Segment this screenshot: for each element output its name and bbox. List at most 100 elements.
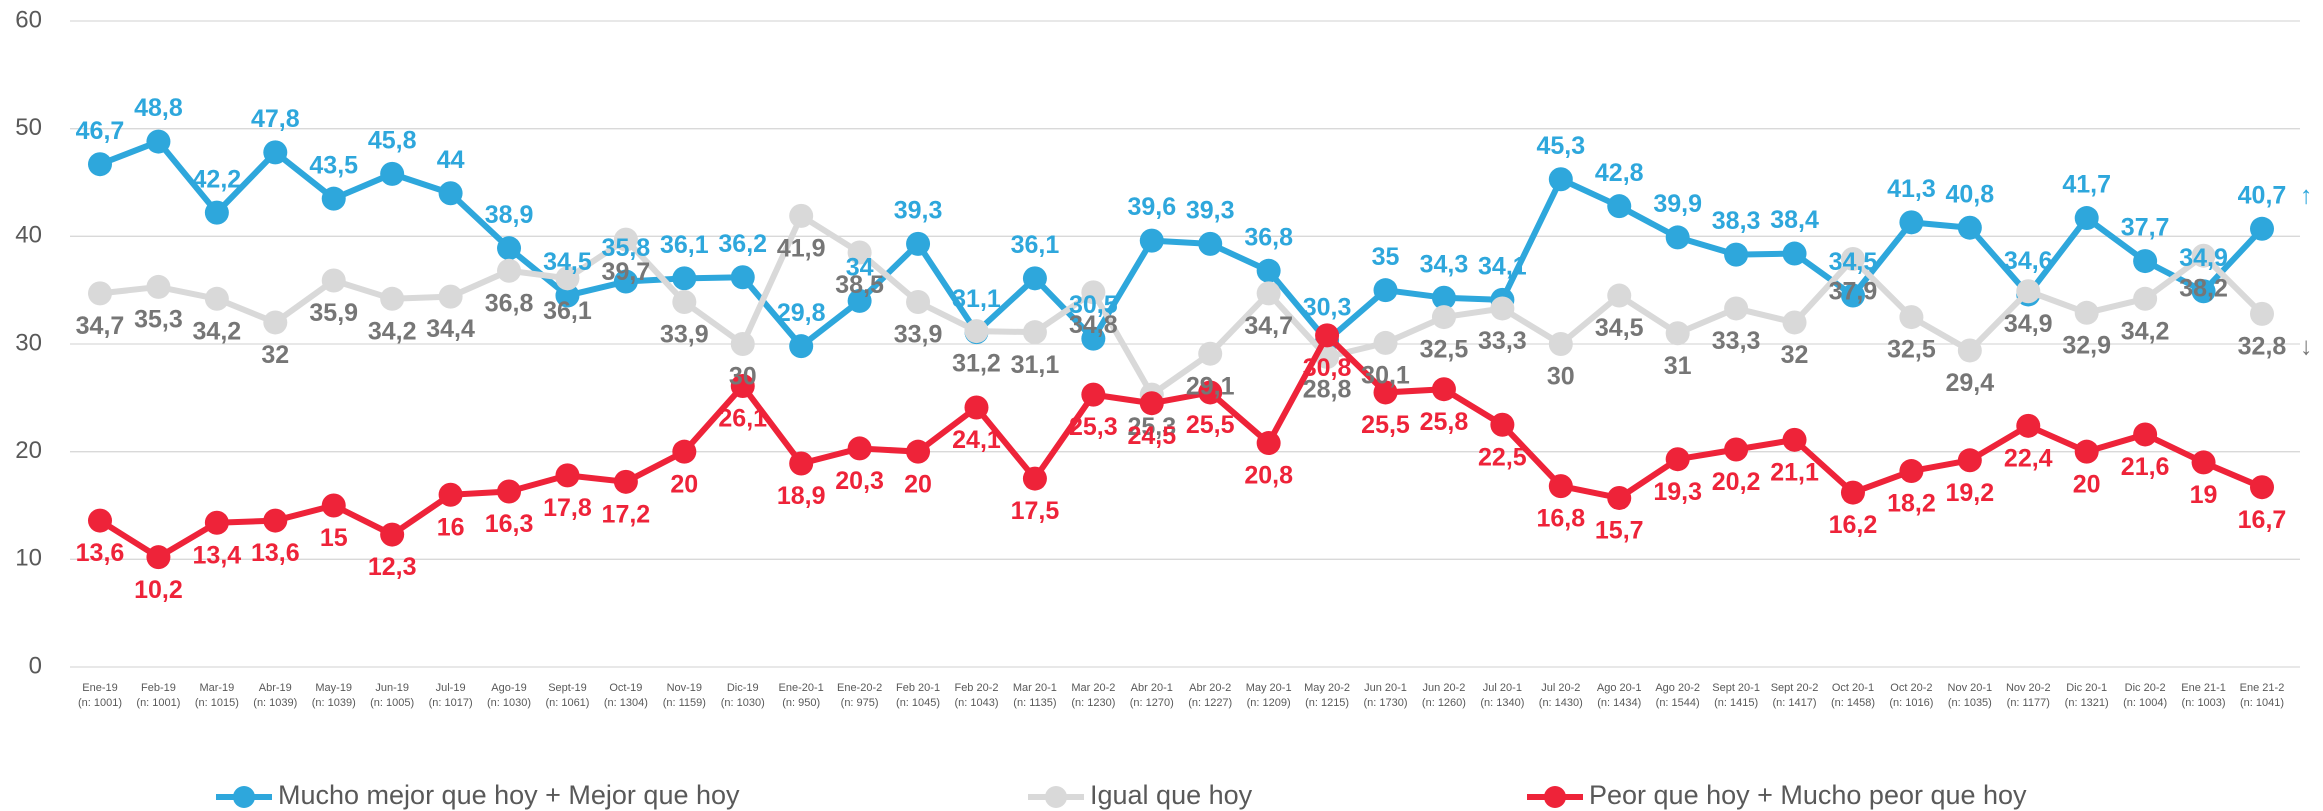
data-label: 17,2 <box>602 500 651 528</box>
x-tick-label: Ago-19 <box>491 682 526 694</box>
data-label: 47,8 <box>251 105 300 133</box>
x-tick-sublabel: (n: 1061) <box>545 697 589 709</box>
data-label: 44 <box>437 146 465 174</box>
data-point <box>2250 475 2274 500</box>
data-label: 34,7 <box>76 312 125 340</box>
data-label: 34,4 <box>426 315 475 343</box>
data-label: 34,3 <box>1420 250 1469 278</box>
data-point <box>438 181 463 206</box>
x-tick-sublabel: (n: 1177) <box>2007 697 2050 709</box>
data-label: 24,1 <box>952 426 1001 454</box>
data-point <box>1665 225 1690 250</box>
x-tick-sublabel: (n: 1005) <box>370 697 414 709</box>
data-point <box>2191 450 2216 475</box>
x-tick-sublabel: (n: 1045) <box>896 697 940 709</box>
x-tick-sublabel: (n: 1159) <box>663 697 706 709</box>
data-point <box>263 140 288 165</box>
data-point <box>1490 412 1515 437</box>
x-tick-sublabel: (n: 1015) <box>195 697 239 709</box>
x-tick-sublabel: (n: 1434) <box>1597 697 1641 709</box>
data-label: 24,5 <box>1127 422 1176 450</box>
x-tick-sublabel: (n: 1340) <box>1480 697 1524 709</box>
x-tick-sublabel: (n: 1230) <box>1071 697 1115 709</box>
data-point <box>730 373 755 398</box>
x-tick-label: Jul 20-1 <box>1483 682 1522 694</box>
data-label: 16,2 <box>1829 511 1878 539</box>
data-label: 28,8 <box>1303 376 1352 404</box>
x-tick-label: Dic 20-1 <box>2066 682 2107 694</box>
x-tick-label: Ago 20-2 <box>1655 682 1700 694</box>
data-point <box>1198 380 1223 405</box>
data-point <box>380 286 405 311</box>
x-tick-label: May-19 <box>315 682 352 694</box>
data-point <box>204 200 229 225</box>
data-label: 30 <box>729 363 757 391</box>
data-label: 32,5 <box>1887 336 1936 364</box>
data-label: 34,6 <box>2004 247 2053 275</box>
data-point <box>964 395 989 420</box>
data-label: 13,6 <box>251 539 300 567</box>
x-tick-label: Ene-20-2 <box>837 682 882 694</box>
x-tick-sublabel: (n: 1039) <box>312 697 356 709</box>
data-label: 34,2 <box>368 317 417 345</box>
data-point <box>1548 167 1573 192</box>
data-point <box>438 284 463 309</box>
data-label: 34,2 <box>2121 317 2170 345</box>
x-tick-sublabel: (n: 1215) <box>1305 697 1349 709</box>
x-tick-label: Mar 20-2 <box>1071 682 1115 694</box>
legend-marker <box>1045 786 1067 808</box>
data-point <box>1081 280 1106 305</box>
x-tick-sublabel: (n: 1039) <box>253 697 297 709</box>
x-tick-label: Abr 20-2 <box>1189 682 1231 694</box>
data-point <box>1548 332 1573 356</box>
data-point <box>146 129 171 154</box>
data-label: 39,7 <box>602 258 651 286</box>
data-point <box>1315 323 1340 348</box>
x-tick-label: Mar 20-1 <box>1013 682 1057 694</box>
data-label: 36,1 <box>1011 231 1060 259</box>
data-point <box>672 439 697 464</box>
x-tick-sublabel: (n: 1321) <box>2065 697 2109 709</box>
x-tick-label: May 20-2 <box>1304 682 1350 694</box>
data-label: 43,5 <box>309 151 358 179</box>
data-label: 30,8 <box>1303 354 1352 382</box>
x-tick-sublabel: (n: 1430) <box>1539 697 1583 709</box>
legend-label: Peor que hoy + Mucho peor que hoy <box>1589 780 2027 810</box>
data-label: 30,5 <box>1069 291 1118 319</box>
x-tick-label: Ene-20-1 <box>779 682 824 694</box>
data-point <box>730 265 755 290</box>
data-label: 20 <box>2073 470 2101 498</box>
data-point <box>1607 485 1632 510</box>
data-label: 33,9 <box>894 321 943 349</box>
x-tick-label: Ene 21-1 <box>2181 682 2226 694</box>
x-tick-sublabel: (n: 1004) <box>2123 697 2167 709</box>
x-tick-sublabel: (n: 975) <box>841 697 879 709</box>
x-tick-label: Jul-19 <box>436 682 466 694</box>
data-label: 33,3 <box>1478 327 1527 355</box>
data-label: 16,8 <box>1536 505 1585 533</box>
data-point <box>1373 278 1398 303</box>
x-tick-sublabel: (n: 1030) <box>487 697 531 709</box>
x-tick-label: Ago 20-1 <box>1597 682 1642 694</box>
legend-marker <box>1544 786 1566 808</box>
data-point <box>321 268 346 293</box>
x-tick-label: Oct 20-1 <box>1832 682 1874 694</box>
data-label: 42,2 <box>193 165 242 193</box>
data-label: 12,3 <box>368 553 417 581</box>
data-point <box>672 290 697 315</box>
data-point <box>1840 283 1865 308</box>
x-tick-sublabel: (n: 1458) <box>1831 697 1875 709</box>
data-point <box>380 161 405 186</box>
data-label: 38,3 <box>1712 207 1761 235</box>
x-tick-label: Jul 20-2 <box>1541 682 1580 694</box>
data-label: 33,9 <box>660 321 709 349</box>
data-point <box>1782 241 1807 266</box>
data-label: 48,8 <box>134 94 183 122</box>
data-label: 29,1 <box>1186 372 1235 400</box>
data-label: 36,8 <box>1244 223 1293 251</box>
data-point <box>1431 285 1456 310</box>
x-tick-label: Sept 20-2 <box>1771 682 1819 694</box>
y-tick-label: 30 <box>15 329 42 356</box>
data-label: 16,3 <box>485 510 534 538</box>
data-point <box>789 203 814 228</box>
